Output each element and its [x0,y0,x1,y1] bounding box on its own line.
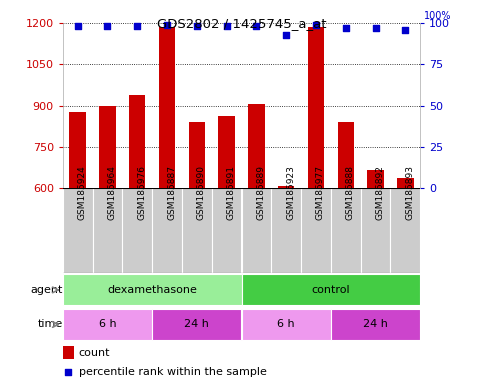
Bar [271,188,301,273]
Point [74,23,82,30]
Bar [390,188,420,273]
Point [312,22,320,28]
Bar [159,27,175,188]
Text: percentile rank within the sample: percentile rank within the sample [79,367,267,377]
Bar [397,178,413,188]
Text: control: control [312,285,350,295]
Bar [63,274,242,306]
Text: GSM185888: GSM185888 [346,165,355,220]
Text: GSM185887: GSM185887 [167,165,176,220]
Text: GSM185924: GSM185924 [78,165,86,220]
Text: GSM185892: GSM185892 [376,165,384,220]
Text: GSM185890: GSM185890 [197,165,206,220]
Bar [63,346,73,359]
Point [133,23,141,30]
Bar [361,188,390,273]
Bar [242,309,331,340]
Text: count: count [79,348,111,358]
Bar [152,309,242,340]
Point [342,25,350,31]
Text: 24 h: 24 h [363,319,388,329]
Bar [99,106,115,188]
Bar [93,188,122,273]
Text: GSM185977: GSM185977 [316,165,325,220]
Point [64,369,72,376]
Bar [368,170,384,188]
Point [282,31,290,38]
Bar [242,274,420,306]
Point [104,23,112,30]
Bar [63,309,152,340]
Bar [278,186,294,188]
Point [193,23,201,30]
Text: 24 h: 24 h [185,319,209,329]
Bar [122,188,152,273]
Point [223,23,230,30]
Bar [70,112,86,188]
Text: 6 h: 6 h [99,319,116,329]
Bar [301,188,331,273]
Text: agent: agent [30,285,63,295]
Text: time: time [38,319,63,329]
Bar [338,122,354,188]
Text: 6 h: 6 h [277,319,295,329]
Point [401,26,409,33]
Text: GSM185891: GSM185891 [227,165,236,220]
Bar [242,188,271,273]
Point [372,25,380,31]
Text: 100%: 100% [424,12,451,22]
Bar [182,188,212,273]
Text: GSM185889: GSM185889 [256,165,265,220]
Bar [129,94,145,188]
Bar [152,188,182,273]
Text: GSM185893: GSM185893 [405,165,414,220]
Text: GDS2802 / 1425745_a_at: GDS2802 / 1425745_a_at [157,17,326,30]
Bar [63,188,93,273]
Text: GSM185976: GSM185976 [137,165,146,220]
Text: dexamethasone: dexamethasone [107,285,197,295]
Text: GSM185923: GSM185923 [286,165,295,220]
Bar [331,309,420,340]
Bar [308,27,324,188]
Bar [248,104,265,188]
Text: GSM185964: GSM185964 [108,165,116,220]
Bar [218,116,235,188]
Bar [331,188,361,273]
Bar [189,122,205,188]
Bar [212,188,242,273]
Point [253,23,260,30]
Point [163,22,171,28]
